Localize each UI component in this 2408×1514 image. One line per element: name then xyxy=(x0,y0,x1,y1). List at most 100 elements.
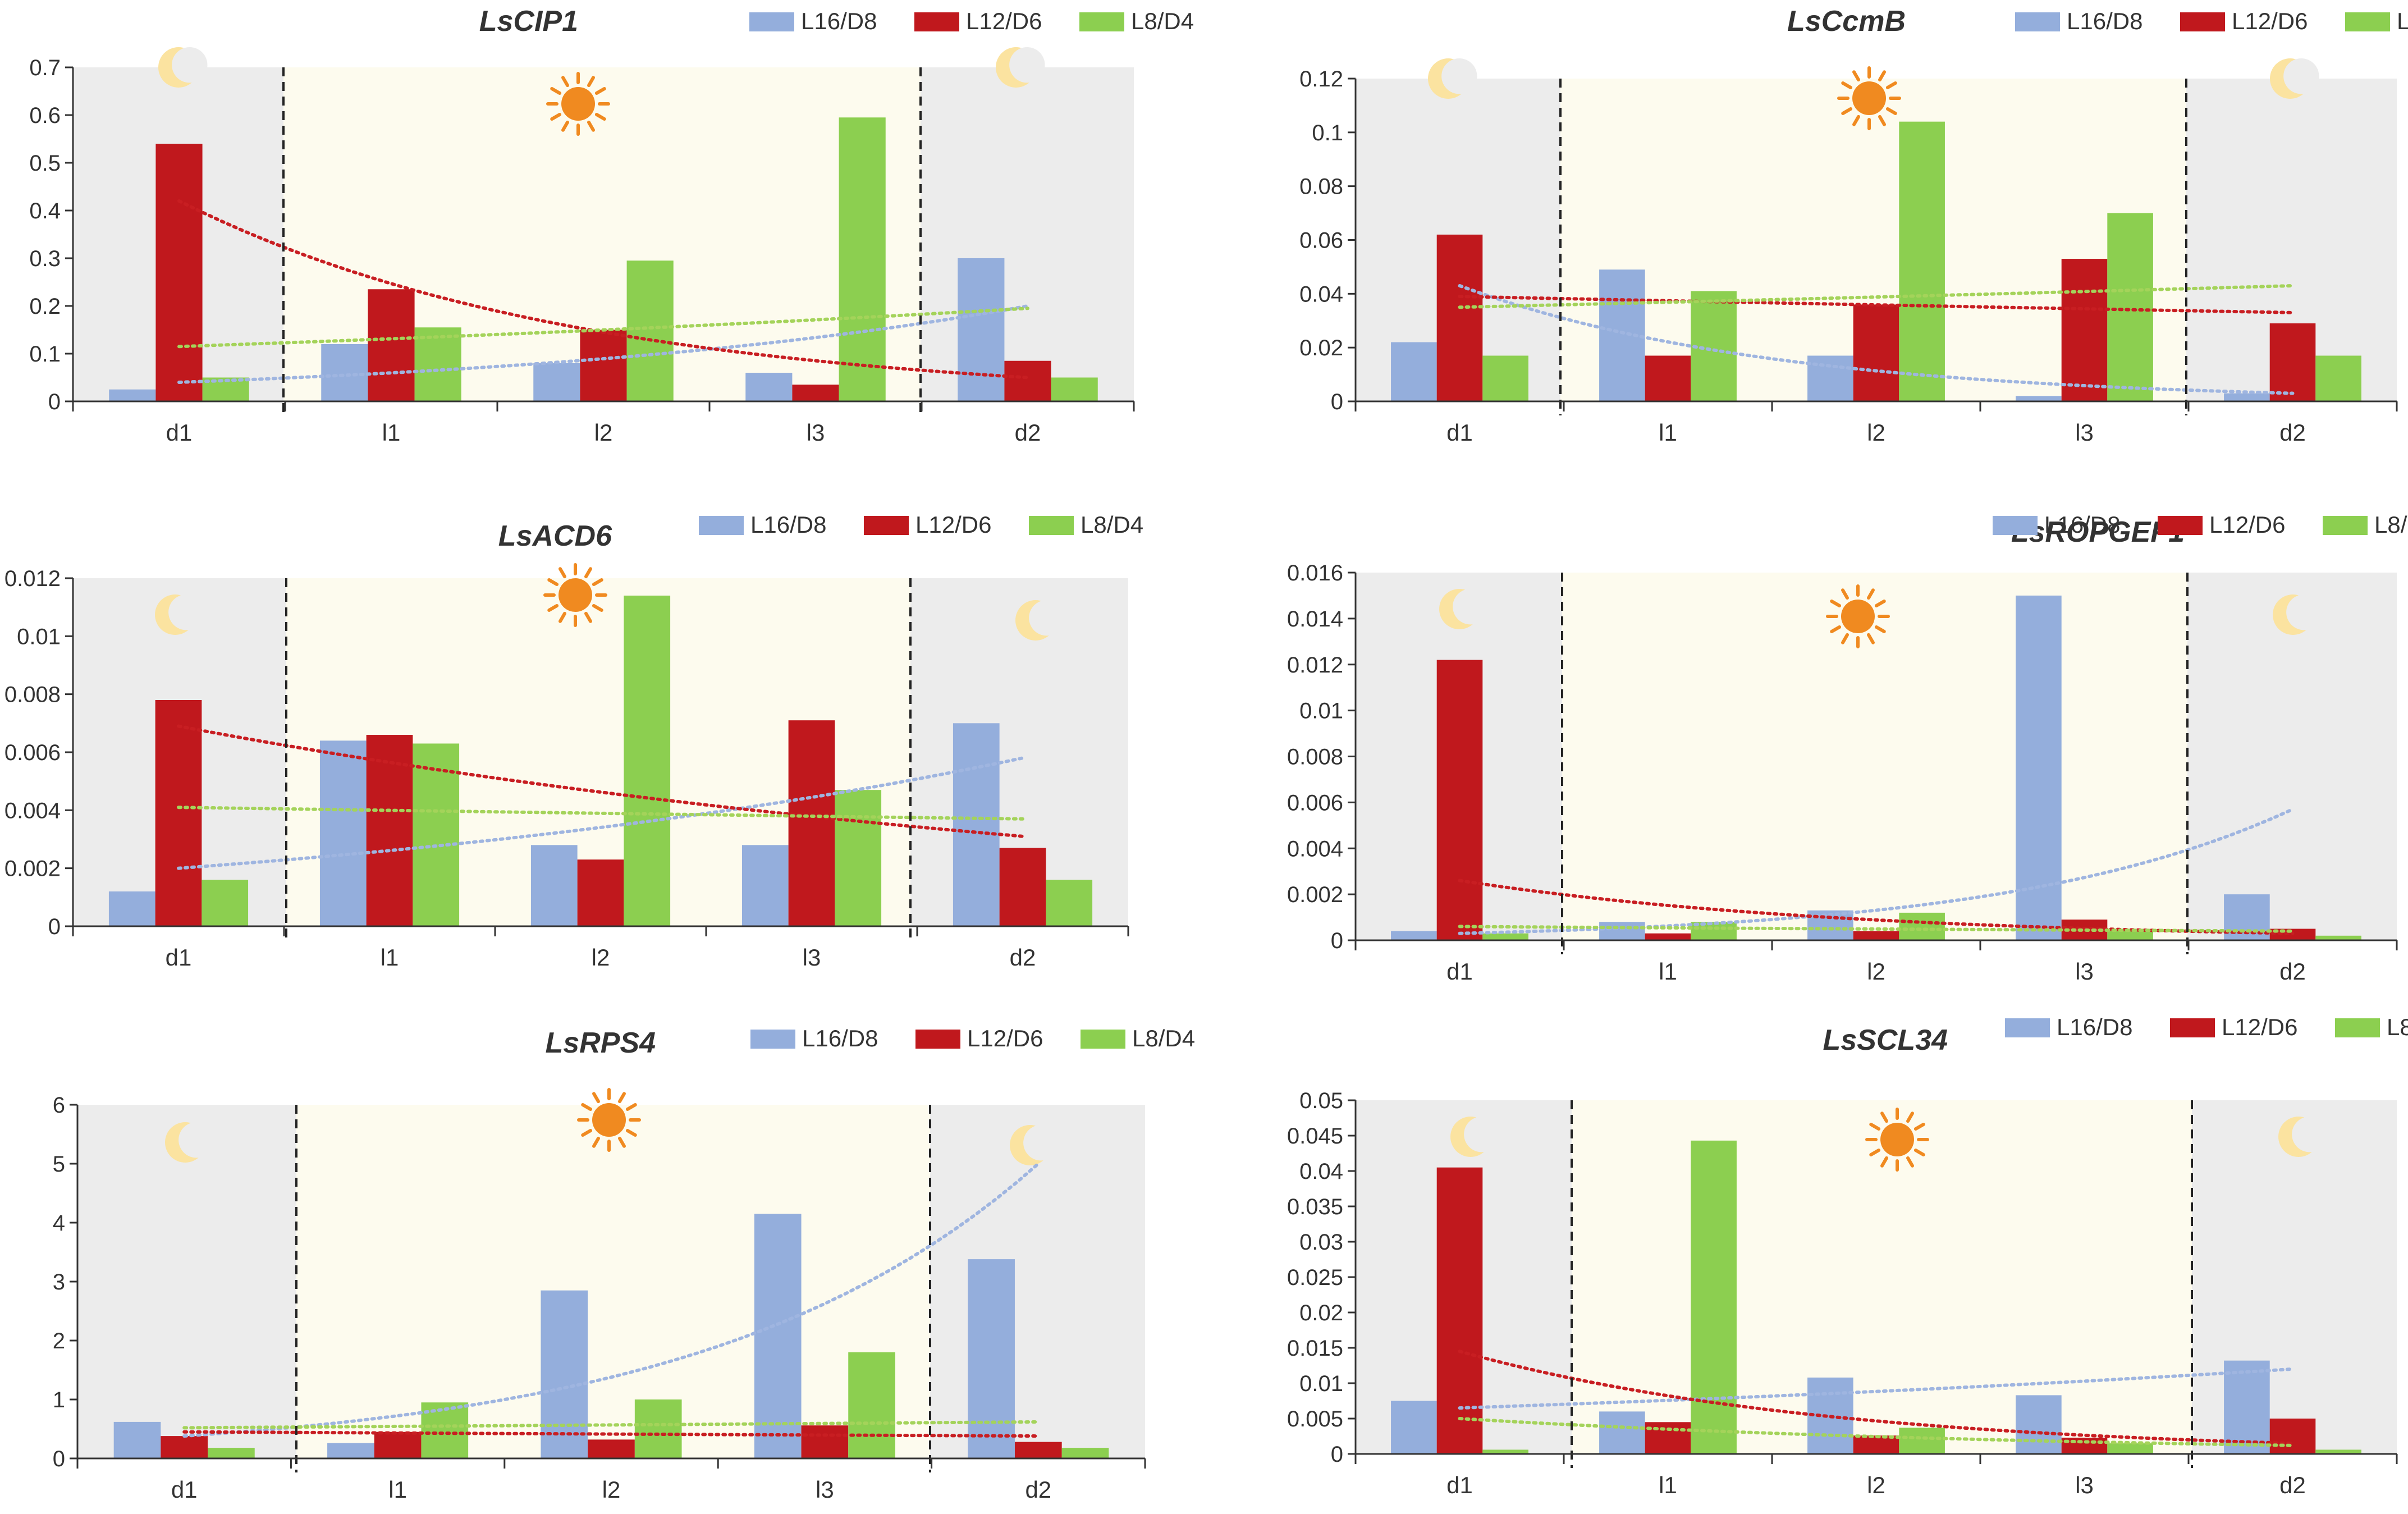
y-tick-label: 0.012 xyxy=(1287,653,1343,678)
sun-icon xyxy=(1865,1108,1929,1172)
bar-L8/D4 xyxy=(1061,1448,1109,1458)
bar-L8/D4 xyxy=(1899,1428,1945,1454)
y-tick-label: 0.06 xyxy=(1299,228,1343,253)
trendline-L8/D4 xyxy=(1458,1417,2295,1447)
y-tick-label: 0.035 xyxy=(1287,1195,1343,1219)
x-tick-label: l2 xyxy=(1867,958,1885,985)
moon-icon xyxy=(155,594,204,635)
bar-L12/D6 xyxy=(1436,660,1483,940)
bar-L8/D4 xyxy=(2107,1443,2153,1454)
bar-L16/D8 xyxy=(1599,922,1645,940)
bar-L12/D6 xyxy=(588,1439,635,1458)
legend-swatch xyxy=(1029,516,1074,535)
x-tick-label: d1 xyxy=(1446,958,1473,985)
legend-label: L16/D8 xyxy=(801,8,877,34)
chart-panel: 0 0.1 0.2 0.3 0.4 0.5 0.6 0.7 d1 l1 l2 l3 d2 LsCIP1 L1… xyxy=(29,5,1194,446)
legend-label: L16/D8 xyxy=(2044,511,2120,538)
legend-label: L12/D6 xyxy=(966,8,1042,34)
y-tick-label: 0.1 xyxy=(1312,121,1343,145)
y-tick-label: 0.04 xyxy=(1299,282,1343,307)
legend-swatch xyxy=(914,12,959,31)
legend-swatch xyxy=(750,1030,795,1049)
chart-title: LsROPGEF1 xyxy=(2011,516,2185,548)
chart-panel: 0 1 2 3 4 5 6 d1 l1 l2 l3 d2 LsRPS4 L16/D8 L12/D6 L8/D4 xyxy=(53,1025,1195,1503)
y-tick-label: 0.008 xyxy=(4,683,61,707)
legend-swatch xyxy=(2335,1018,2380,1037)
y-tick-label: 0.03 xyxy=(1299,1230,1343,1255)
bar-L16/D8 xyxy=(953,723,1000,926)
bar-L12/D6 xyxy=(2269,323,2316,401)
x-tick-label: l2 xyxy=(594,419,613,446)
bar-L12/D6 xyxy=(374,1431,422,1458)
legend-swatch xyxy=(2015,12,2060,31)
bar-L12/D6 xyxy=(1436,1167,1483,1454)
bar-L8/D4 xyxy=(1051,377,1098,401)
bar-L8/D4 xyxy=(624,596,671,926)
bar-L16/D8 xyxy=(2016,396,2062,401)
bar-L16/D8 xyxy=(1391,931,1437,940)
x-tick-label: l1 xyxy=(1659,1472,1677,1498)
sun-icon xyxy=(543,563,607,627)
day-region xyxy=(1562,573,2187,940)
legend-swatch xyxy=(2170,1018,2215,1037)
legend-swatch xyxy=(749,12,794,31)
y-tick-label: 0.002 xyxy=(4,857,61,881)
bar-L16/D8 xyxy=(2016,595,2062,940)
x-tick-label: l1 xyxy=(382,419,401,446)
x-tick-label: l1 xyxy=(1659,419,1677,446)
bar-L16/D8 xyxy=(1599,1411,1645,1454)
bar-L16/D8 xyxy=(754,1214,802,1458)
y-tick-label: 0.01 xyxy=(1299,699,1343,724)
y-tick-label: 0.6 xyxy=(29,103,61,128)
bar-L8/D4 xyxy=(1899,121,1945,401)
y-tick-label: 0.04 xyxy=(1299,1159,1343,1184)
trendline-L12/D6 xyxy=(177,724,1024,838)
legend: L16/D8 L12/D6 L8/D4 xyxy=(2015,8,2408,34)
bar-L16/D8 xyxy=(1391,342,1437,401)
sun-icon xyxy=(577,1088,641,1152)
chart-panel: 0 0.002 0.004 0.006 0.008 0.01 0.012 d1 l1 l2 l3 d2… xyxy=(4,511,1143,971)
x-tick-label: d2 xyxy=(2279,958,2306,985)
y-tick-label: 0.025 xyxy=(1287,1265,1343,1290)
x-tick-label: l3 xyxy=(807,419,825,446)
legend-label: L16/D8 xyxy=(750,511,826,538)
y-tick-label: 0.08 xyxy=(1299,175,1343,199)
y-tick-label: 0.002 xyxy=(1287,882,1343,907)
trendline-L8/D4 xyxy=(182,1420,1040,1430)
legend-label: L12/D6 xyxy=(2222,1014,2297,1040)
bar-L8/D4 xyxy=(634,1399,682,1458)
y-tick-label: 0.005 xyxy=(1287,1407,1343,1431)
bar-L12/D6 xyxy=(155,700,202,926)
bar-L12/D6 xyxy=(1645,933,1691,940)
x-tick-label: d2 xyxy=(2279,1472,2306,1498)
y-tick-label: 5 xyxy=(53,1152,65,1177)
legend-label: L16/D8 xyxy=(2057,1014,2132,1040)
moon-icon xyxy=(1450,1117,1500,1157)
bar-L8/D4 xyxy=(413,743,460,926)
x-tick-label: l3 xyxy=(2075,419,2094,446)
y-tick-label: 6 xyxy=(53,1093,65,1118)
x-tick-label: d2 xyxy=(1010,944,1036,971)
x-tick-label: l2 xyxy=(602,1476,621,1503)
x-tick-label: l3 xyxy=(2075,1472,2094,1498)
bar-L16/D8 xyxy=(741,845,789,926)
bar-L16/D8 xyxy=(108,891,155,926)
night-region xyxy=(77,1105,296,1458)
bar-L16/D8 xyxy=(2224,1360,2270,1454)
trendline-L16/D8 xyxy=(1458,1367,2295,1410)
bar-L12/D6 xyxy=(1004,360,1051,401)
x-tick-label: d1 xyxy=(166,419,193,446)
x-tick-label: l3 xyxy=(2075,958,2094,985)
bar-L8/D4 xyxy=(1482,933,1528,940)
legend-label: L12/D6 xyxy=(967,1025,1043,1051)
chart-panel: 0 0.02 0.04 0.06 0.08 0.1 0.12 d1 l1 l2 l3 d2 LsCcmB… xyxy=(1299,5,2408,446)
x-tick-label: l3 xyxy=(803,944,821,971)
y-tick-label: 0 xyxy=(48,914,61,939)
y-tick-label: 0.004 xyxy=(4,798,61,823)
y-tick-label: 0.4 xyxy=(29,199,61,223)
bar-L12/D6 xyxy=(1645,1422,1691,1454)
y-tick-label: 0 xyxy=(1331,1442,1343,1467)
bar-L8/D4 xyxy=(1691,1140,1737,1454)
x-tick-label: l1 xyxy=(381,944,399,971)
bar-L16/D8 xyxy=(2016,1395,2062,1454)
